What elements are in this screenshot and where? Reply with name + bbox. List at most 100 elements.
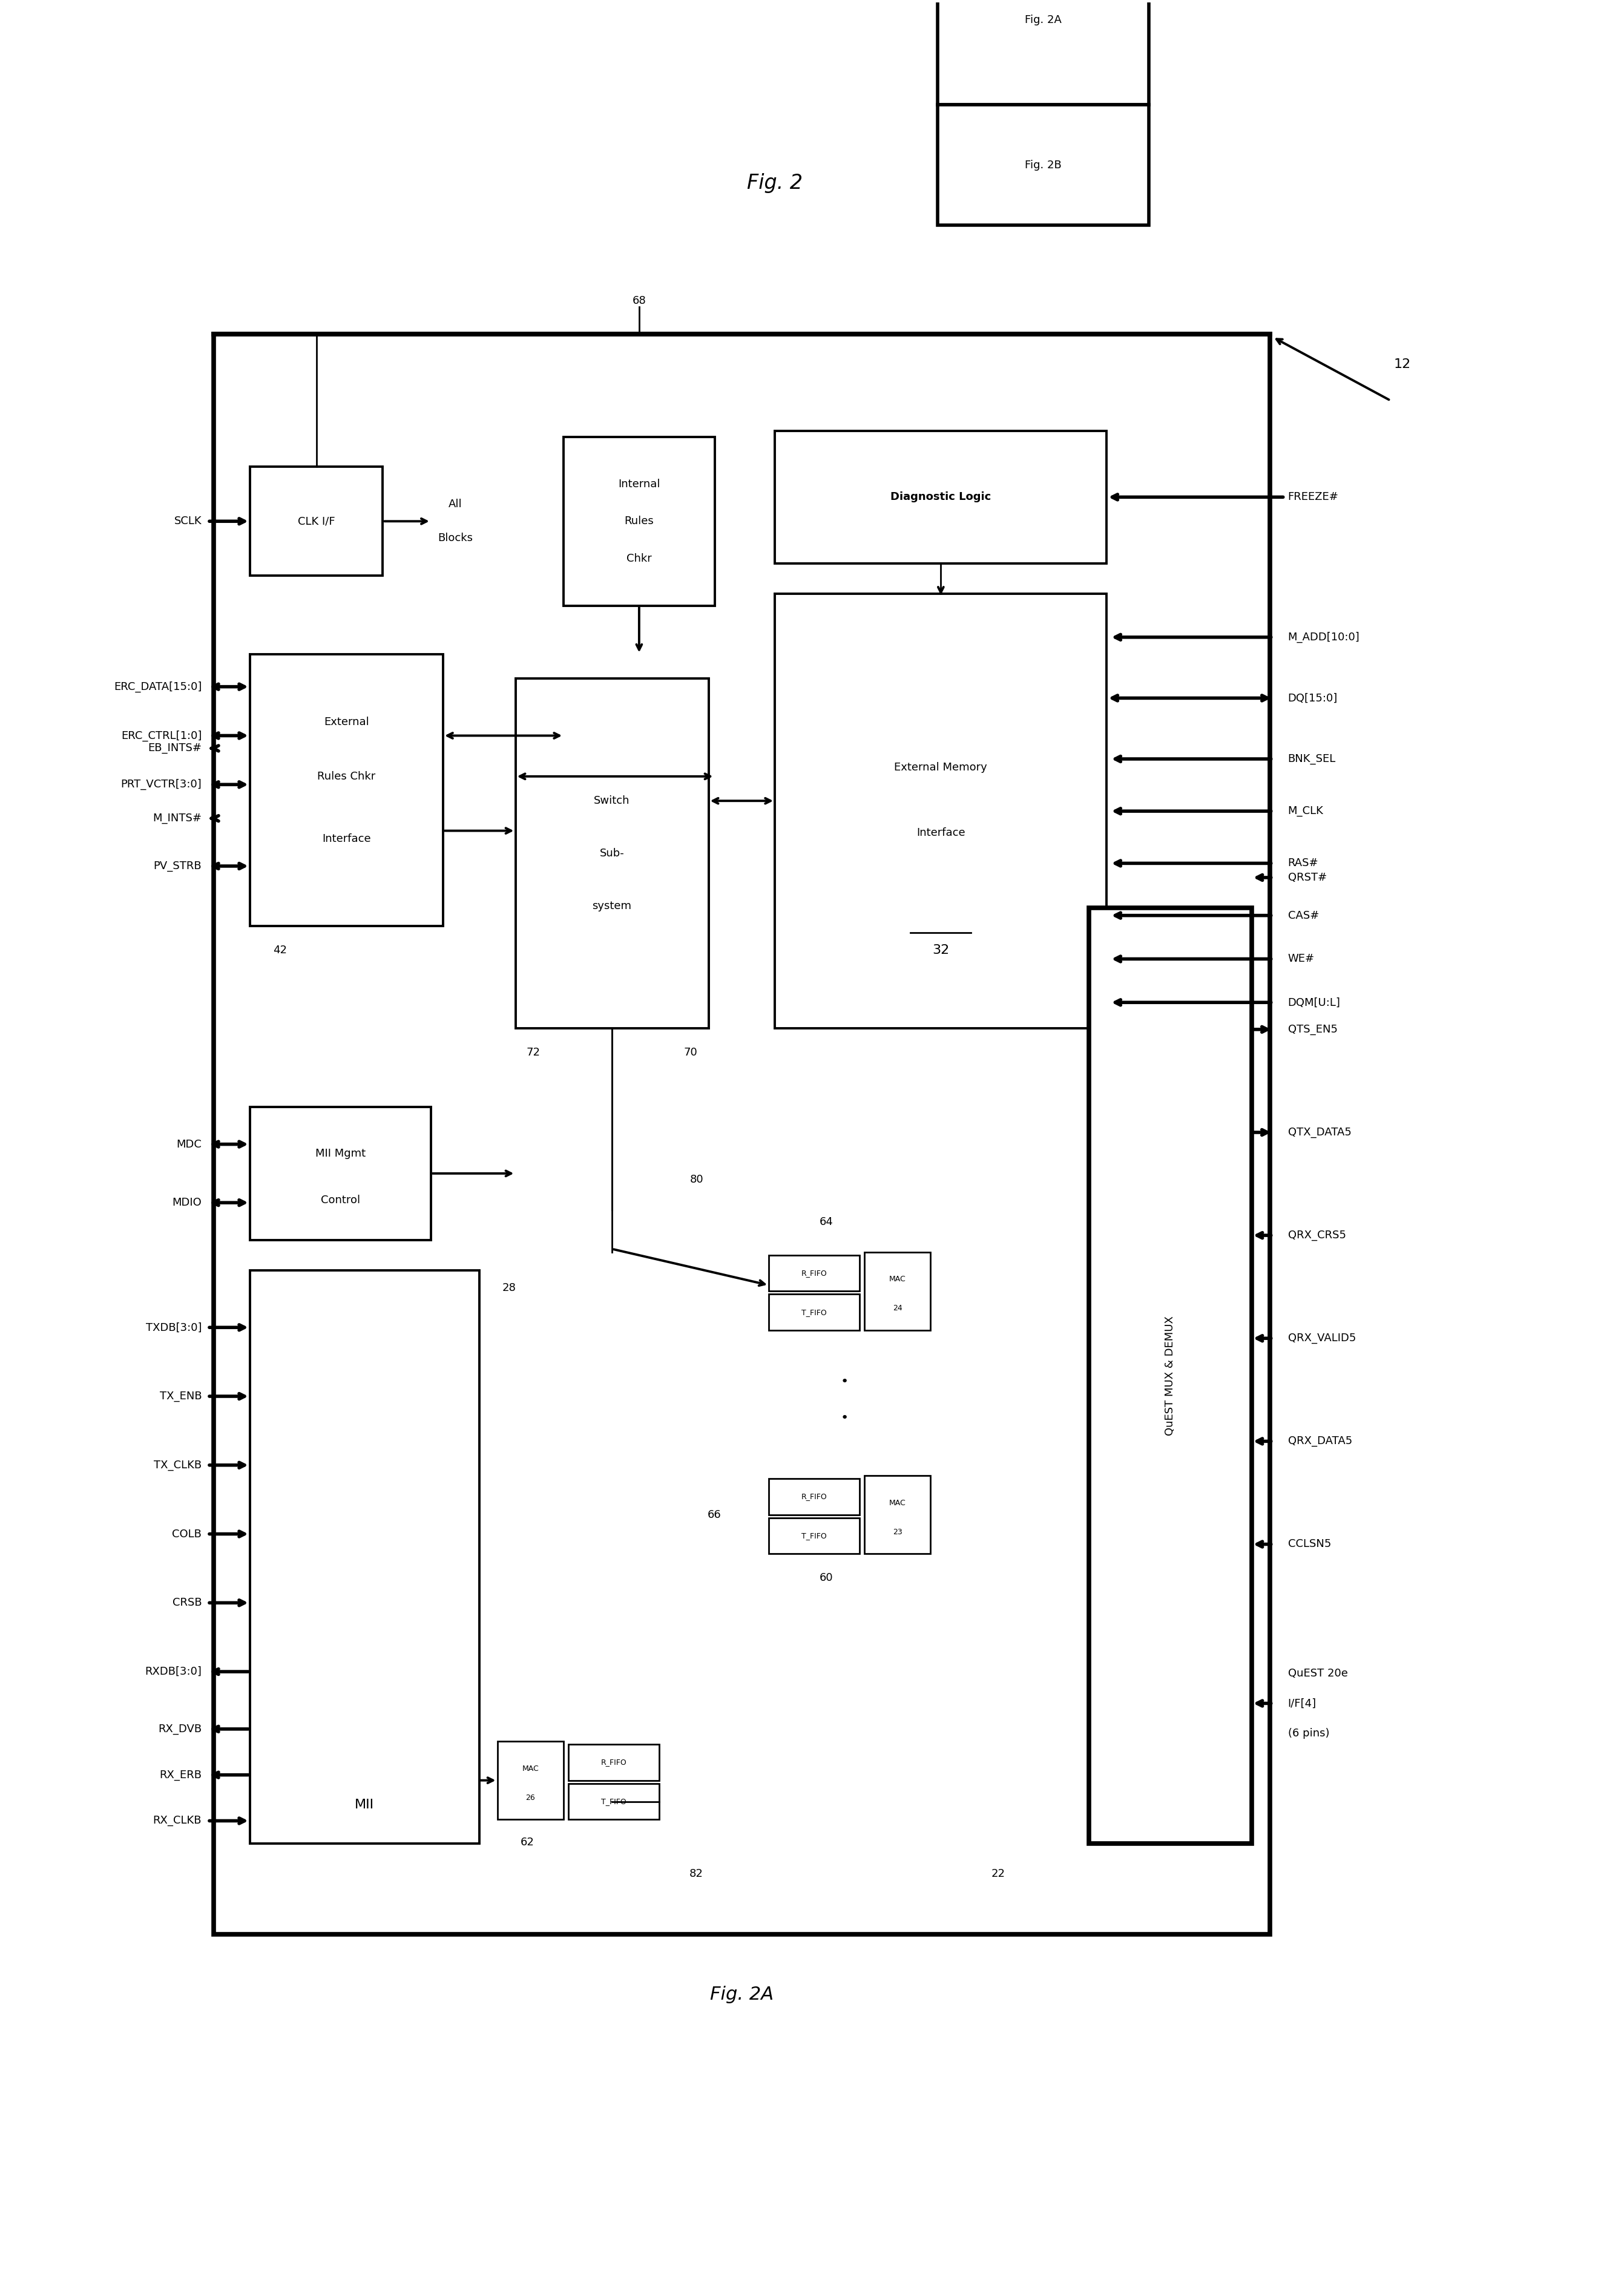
- Text: Sub-: Sub-: [599, 849, 624, 860]
- Text: FREEZE#: FREEZE#: [1288, 492, 1338, 501]
- Text: External: External: [323, 717, 369, 728]
- Bar: [214, 334, 1270, 1935]
- Text: 80: 80: [690, 1173, 703, 1184]
- Text: 82: 82: [690, 1867, 703, 1879]
- Bar: [568, 1745, 659, 1781]
- Text: Fig. 2A: Fig. 2A: [1025, 14, 1062, 25]
- Text: 23: 23: [893, 1527, 903, 1536]
- Text: MAC: MAC: [888, 1500, 906, 1507]
- Text: RX_DVB: RX_DVB: [158, 1724, 201, 1734]
- Text: 64: 64: [818, 1216, 833, 1228]
- Text: DQM[U:L]: DQM[U:L]: [1288, 996, 1340, 1007]
- Text: 26: 26: [526, 1795, 536, 1802]
- Text: CCLSN5: CCLSN5: [1288, 1538, 1332, 1550]
- Text: 42: 42: [273, 944, 287, 955]
- Text: MDIO: MDIO: [172, 1198, 201, 1207]
- Bar: [775, 594, 1108, 1028]
- Text: QRX_VALID5: QRX_VALID5: [1288, 1332, 1356, 1343]
- Bar: [250, 467, 383, 576]
- Bar: [568, 1783, 659, 1820]
- Bar: [250, 1107, 430, 1239]
- Text: R_FIFO: R_FIFO: [601, 1758, 627, 1765]
- Text: All: All: [448, 499, 461, 511]
- Text: SCLK: SCLK: [174, 515, 201, 526]
- Text: MII: MII: [356, 1799, 374, 1811]
- Text: Fig. 2: Fig. 2: [747, 172, 802, 193]
- Text: •: •: [840, 1375, 848, 1389]
- Text: (6 pins): (6 pins): [1288, 1729, 1330, 1738]
- Text: Fig. 2A: Fig. 2A: [710, 1985, 773, 2004]
- Text: TX_ENB: TX_ENB: [159, 1391, 201, 1402]
- Text: MAC: MAC: [888, 1275, 906, 1284]
- Text: 62: 62: [521, 1838, 534, 1847]
- Bar: [864, 1252, 931, 1330]
- Text: 22: 22: [991, 1867, 1005, 1879]
- Text: M_INTS#: M_INTS#: [153, 812, 201, 824]
- Text: QRX_CRS5: QRX_CRS5: [1288, 1230, 1346, 1241]
- Text: I/F[4]: I/F[4]: [1288, 1697, 1317, 1709]
- Text: 24: 24: [893, 1305, 903, 1311]
- Text: Interface: Interface: [916, 828, 965, 837]
- Bar: [768, 1293, 859, 1330]
- Text: 28: 28: [502, 1282, 516, 1293]
- Text: COLB: COLB: [172, 1529, 201, 1538]
- Text: T_FIFO: T_FIFO: [601, 1797, 627, 1806]
- Bar: [768, 1255, 859, 1291]
- Bar: [937, 104, 1150, 225]
- Text: Switch: Switch: [594, 796, 630, 805]
- Bar: [864, 1475, 931, 1554]
- Text: PV_STRB: PV_STRB: [153, 860, 201, 871]
- Text: 68: 68: [632, 295, 646, 306]
- Text: MII Mgmt: MII Mgmt: [315, 1148, 365, 1159]
- Bar: [497, 1740, 564, 1820]
- Text: QRX_DATA5: QRX_DATA5: [1288, 1436, 1353, 1448]
- Text: 70: 70: [684, 1048, 697, 1057]
- Bar: [515, 678, 708, 1028]
- Bar: [775, 431, 1108, 563]
- Text: MAC: MAC: [521, 1765, 539, 1772]
- Text: 60: 60: [820, 1572, 833, 1584]
- Text: CRSB: CRSB: [172, 1597, 201, 1609]
- Text: ERC_DATA[15:0]: ERC_DATA[15:0]: [114, 681, 201, 692]
- Text: T_FIFO: T_FIFO: [802, 1309, 827, 1316]
- Text: Fig. 2B: Fig. 2B: [1025, 159, 1062, 170]
- Text: QuEST MUX & DEMUX: QuEST MUX & DEMUX: [1164, 1316, 1176, 1436]
- Text: WE#: WE#: [1288, 953, 1314, 964]
- Text: BNK_SEL: BNK_SEL: [1288, 753, 1337, 765]
- Text: TX_CLKB: TX_CLKB: [154, 1459, 201, 1470]
- Bar: [250, 1271, 479, 1845]
- Bar: [1088, 908, 1252, 1845]
- Text: R_FIFO: R_FIFO: [801, 1268, 827, 1277]
- Text: ERC_CTRL[1:0]: ERC_CTRL[1:0]: [120, 731, 201, 742]
- Text: Control: Control: [320, 1193, 361, 1205]
- Text: QTS_EN5: QTS_EN5: [1288, 1023, 1338, 1035]
- Text: T_FIFO: T_FIFO: [802, 1532, 827, 1541]
- Text: EB_INTS#: EB_INTS#: [148, 742, 201, 753]
- Text: Blocks: Blocks: [437, 533, 473, 545]
- Text: Rules: Rules: [624, 515, 654, 526]
- Text: system: system: [593, 901, 632, 912]
- Bar: [937, 0, 1150, 104]
- Text: QuEST 20e: QuEST 20e: [1288, 1668, 1348, 1679]
- Text: 72: 72: [526, 1048, 541, 1057]
- Text: RX_CLKB: RX_CLKB: [153, 1815, 201, 1827]
- Bar: [768, 1518, 859, 1554]
- Text: Internal: Internal: [619, 479, 661, 490]
- Text: 32: 32: [932, 944, 950, 955]
- Text: R_FIFO: R_FIFO: [801, 1493, 827, 1500]
- Text: M_ADD[10:0]: M_ADD[10:0]: [1288, 631, 1359, 642]
- Text: •: •: [840, 1411, 848, 1425]
- Text: Rules Chkr: Rules Chkr: [317, 771, 375, 783]
- Text: RAS#: RAS#: [1288, 858, 1319, 869]
- Text: 12: 12: [1393, 359, 1411, 370]
- Text: RX_ERB: RX_ERB: [159, 1770, 201, 1781]
- Text: TXDB[3:0]: TXDB[3:0]: [146, 1323, 201, 1332]
- Text: QRST#: QRST#: [1288, 871, 1327, 883]
- Text: CLK I/F: CLK I/F: [297, 515, 335, 526]
- Bar: [564, 436, 715, 606]
- Text: CAS#: CAS#: [1288, 910, 1319, 921]
- Bar: [768, 1479, 859, 1516]
- Text: PRT_VCTR[3:0]: PRT_VCTR[3:0]: [120, 778, 201, 790]
- Text: QTX_DATA5: QTX_DATA5: [1288, 1128, 1351, 1137]
- Text: DQ[15:0]: DQ[15:0]: [1288, 692, 1338, 703]
